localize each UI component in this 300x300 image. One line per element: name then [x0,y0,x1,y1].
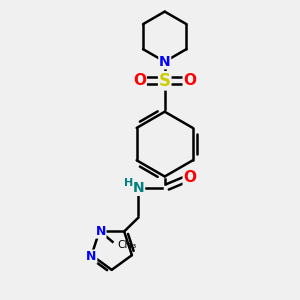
Text: O: O [183,73,196,88]
Text: N: N [159,55,170,69]
Text: N: N [86,250,97,263]
Text: O: O [183,170,196,185]
Text: S: S [159,72,171,90]
Text: H: H [124,178,134,188]
Text: O: O [133,73,146,88]
Text: CH₃: CH₃ [117,240,136,250]
Text: N: N [95,225,106,238]
Text: N: N [132,181,144,195]
